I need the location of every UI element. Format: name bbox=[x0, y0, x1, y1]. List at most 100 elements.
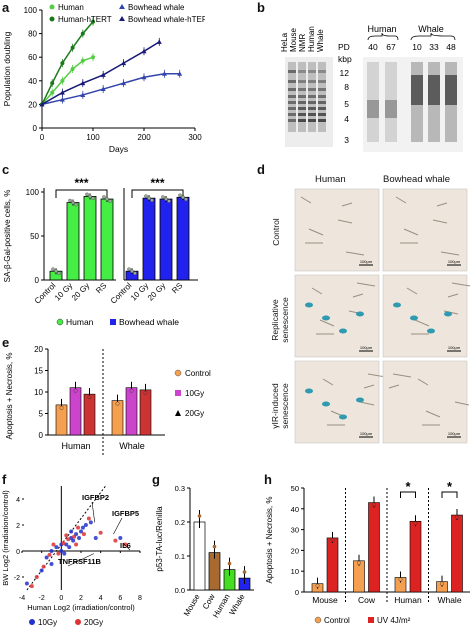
y-tick-label: 60 bbox=[28, 53, 37, 62]
data-dot bbox=[115, 401, 120, 406]
panel-d-micrographs: 100μm 100μm 100μm 100μm 100μm 100μm bbox=[294, 188, 471, 444]
panel-f: f -4 -2 0 2 4 6 8 -2 0 2 4 Human Log2 (irradiation/… bbox=[0, 472, 148, 632]
data-dot bbox=[105, 197, 109, 201]
cell-shape bbox=[359, 401, 375, 406]
data-point bbox=[177, 71, 183, 76]
x-tick-label: -4 bbox=[19, 595, 25, 602]
data-dot bbox=[51, 267, 55, 271]
kbp-value: 8 bbox=[344, 82, 349, 92]
y-tick-label: 0.2 bbox=[175, 518, 185, 527]
y-tick-label: 10 bbox=[34, 388, 43, 397]
cell-shape bbox=[454, 401, 470, 406]
y-tick-label: 0 bbox=[39, 431, 44, 440]
y-tick-label: 0 bbox=[16, 549, 20, 556]
blot-band bbox=[308, 88, 316, 91]
y-axis-label: Apoptosis + Necrosis, % bbox=[265, 497, 274, 584]
y-tick-label: 20 bbox=[291, 546, 299, 555]
blot-band bbox=[298, 80, 306, 83]
panel-f-label: f bbox=[2, 472, 7, 487]
data-point bbox=[91, 19, 95, 24]
blot-band bbox=[298, 95, 306, 98]
stained-cell bbox=[427, 328, 435, 334]
data-point bbox=[76, 525, 81, 530]
panel-e-label: e bbox=[2, 335, 10, 350]
blot-lane-dense bbox=[411, 75, 423, 105]
data-dot bbox=[454, 515, 459, 520]
annotation-label: TNFRSF11B bbox=[58, 557, 102, 566]
legend-marker-20gy bbox=[75, 619, 81, 625]
bar bbox=[66, 202, 80, 281]
significance-bracket bbox=[400, 491, 416, 498]
legend-marker-uv bbox=[368, 617, 374, 623]
panel-h-label: h bbox=[264, 472, 272, 487]
kbp-label: kbp bbox=[338, 54, 352, 64]
y-axis-label: Apoptosis + Necrosis, % bbox=[5, 353, 14, 440]
panel-b-label: b bbox=[257, 0, 265, 15]
stained-cell bbox=[410, 315, 418, 321]
y-tick-label: 10 bbox=[291, 567, 299, 576]
col-header-human: Human bbox=[315, 174, 346, 185]
stained-cell bbox=[322, 315, 330, 321]
data-dot bbox=[74, 202, 78, 207]
cell-shape bbox=[392, 373, 412, 378]
legend-label-20gy: 20Gy bbox=[84, 618, 103, 627]
data-point bbox=[93, 536, 98, 540]
data-dot bbox=[130, 269, 134, 273]
cell-shape bbox=[432, 219, 448, 224]
bar bbox=[139, 389, 152, 436]
data-point bbox=[70, 45, 75, 50]
y-tick-label: 0.3 bbox=[175, 484, 185, 493]
data-dot bbox=[178, 193, 182, 198]
data-dot bbox=[144, 194, 148, 198]
annotation-arrow bbox=[91, 501, 96, 523]
group-label: Mouse bbox=[312, 595, 338, 605]
bracket-whale bbox=[410, 32, 456, 41]
bracket-human bbox=[367, 32, 399, 41]
data-dot bbox=[85, 192, 89, 197]
group-label: Human bbox=[61, 441, 90, 451]
legend-label: Human bbox=[58, 3, 84, 12]
significance-bracket bbox=[55, 189, 108, 198]
x-axis-label: Days bbox=[109, 144, 128, 154]
data-point bbox=[56, 551, 61, 556]
scale-bar-label: 100μm bbox=[360, 345, 373, 350]
data-dot bbox=[68, 198, 72, 203]
panel-g: g p53-TA-luc/Renilla 0.0 0.1 0.2 0.3 Mouse Cow… bbox=[150, 472, 260, 632]
category-label: RS bbox=[170, 281, 184, 295]
y-tick-label: 15 bbox=[34, 367, 43, 376]
legend-marker-10gy bbox=[29, 619, 35, 625]
y-tick-label: 0 bbox=[33, 124, 38, 133]
data-point bbox=[71, 538, 76, 543]
bar bbox=[83, 393, 96, 436]
lane-label: Whale bbox=[316, 29, 325, 52]
col-header-whale: Bowhead whale bbox=[383, 174, 451, 185]
data-dot bbox=[73, 388, 78, 393]
x-tick-label: 8 bbox=[138, 595, 142, 602]
legend-marker bbox=[49, 4, 55, 10]
pd-value: 10 bbox=[412, 42, 422, 52]
bar bbox=[142, 197, 156, 281]
blot-band bbox=[288, 88, 296, 91]
y-axis-label: p53-TA-luc/Renilla bbox=[155, 506, 164, 572]
cell-shape bbox=[388, 384, 400, 389]
data-point bbox=[50, 81, 55, 86]
data-dot bbox=[150, 198, 154, 202]
x-tick-label: 2 bbox=[79, 595, 83, 602]
stained-cell bbox=[444, 311, 452, 317]
series-line bbox=[41, 56, 94, 105]
data-point bbox=[24, 581, 29, 586]
stained-cell bbox=[322, 401, 330, 407]
bar bbox=[159, 198, 173, 281]
data-point bbox=[123, 542, 128, 547]
blot-smear bbox=[288, 62, 296, 132]
data-point bbox=[80, 58, 85, 63]
data-point bbox=[81, 532, 86, 537]
legend-label: Bowhead whale bbox=[128, 3, 185, 12]
blot-band bbox=[298, 88, 306, 91]
x-axis-label: Human Log2 (irradiation/control) bbox=[27, 603, 135, 612]
data-point bbox=[59, 97, 65, 102]
panel-b: b HeLa Mouse NMR Human Whale Human Whale PD 40 67… bbox=[255, 0, 474, 160]
y-tick-label: 50 bbox=[291, 484, 299, 493]
data-point bbox=[50, 90, 55, 95]
